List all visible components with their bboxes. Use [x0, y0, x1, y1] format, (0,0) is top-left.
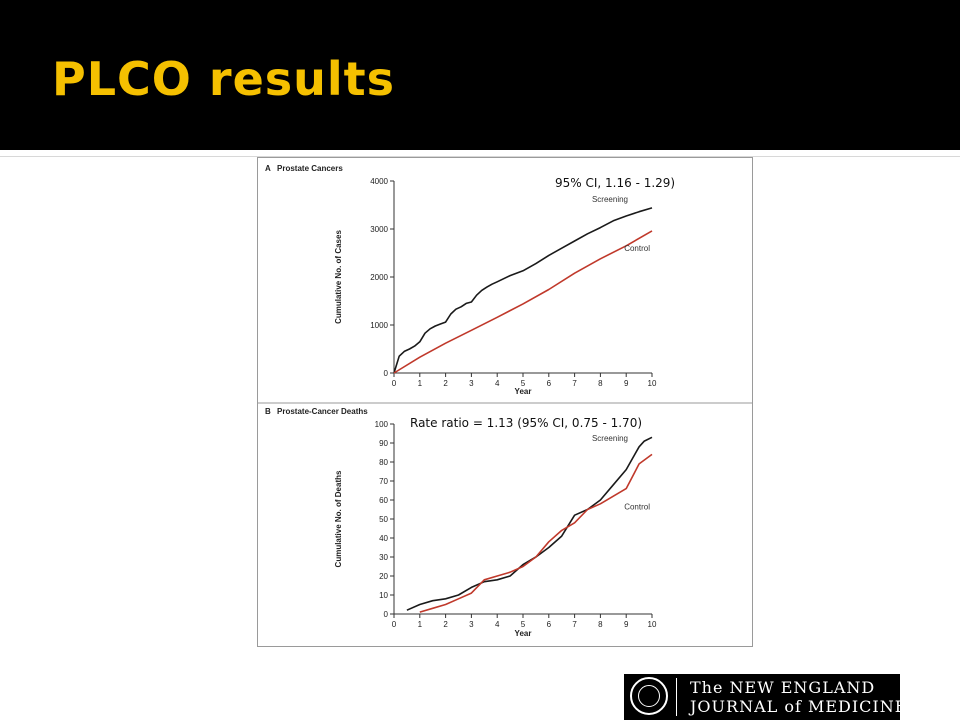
x-tick-label: 4: [495, 620, 500, 629]
x-tick-label: 6: [547, 379, 552, 388]
x-tick-label: 2: [443, 620, 448, 629]
y-tick-label: 100: [375, 420, 389, 429]
x-tick-label: 8: [598, 379, 603, 388]
x-tick-label: 9: [624, 620, 629, 629]
x-tick-label: 9: [624, 379, 629, 388]
x-tick-label: 5: [521, 620, 526, 629]
y-tick-label: 2000: [370, 273, 388, 282]
series-label-control: Control: [624, 244, 650, 253]
y-tick-label: 80: [379, 458, 388, 467]
x-tick-label: 5: [521, 379, 526, 388]
chart-panel-a: A Prostate Cancers 0 1000 2000 3000 4000 0 1 2 3 4 5…: [265, 164, 657, 396]
ci-annotation-a: 95% CI, 1.16 - 1.29): [555, 176, 676, 190]
panel-letter: A: [265, 164, 271, 173]
y-tick-label: 70: [379, 477, 388, 486]
y-tick-label: 10: [379, 591, 388, 600]
series-line-control: [393, 230, 653, 374]
x-tick-label: 3: [469, 379, 474, 388]
x-tick-label: 3: [469, 620, 474, 629]
series-label-screening: Screening: [592, 434, 628, 443]
y-tick-label: 40: [379, 534, 388, 543]
y-tick-label: 90: [379, 439, 388, 448]
x-axis-label: Year: [515, 387, 532, 396]
journal-logo: The NEW ENGLAND JOURNAL of MEDICINE: [624, 674, 906, 720]
y-tick-label: 50: [379, 515, 388, 524]
logo-line-2: JOURNAL of MEDICINE: [690, 697, 908, 716]
y-tick-label: 60: [379, 496, 388, 505]
x-tick-label: 1: [418, 620, 423, 629]
slide-title: PLCO results: [52, 52, 396, 106]
x-tick-label: 10: [648, 620, 657, 629]
series-line-control: [419, 453, 653, 613]
seal-icon: [630, 677, 668, 715]
y-tick-label: 3000: [370, 225, 388, 234]
panel-title: Prostate Cancers: [277, 164, 343, 173]
logo-line-1: The NEW ENGLAND: [690, 678, 876, 697]
figure-panel: A Prostate Cancers 0 1000 2000 3000 4000 0 1 2 3 4 5…: [257, 157, 753, 647]
x-tick-label: 7: [572, 620, 577, 629]
x-tick-label: 0: [392, 620, 397, 629]
y-tick-label: 1000: [370, 321, 388, 330]
title-bar: PLCO results: [0, 0, 960, 150]
x-tick-label: 4: [495, 379, 500, 388]
x-tick-label: 1: [418, 379, 423, 388]
chart-panel-b: B Prostate-Cancer Deaths01020304050607080…: [265, 407, 657, 638]
figure-border: [257, 157, 753, 647]
series-label-control: Control: [624, 503, 650, 512]
panel-letter: B: [265, 407, 271, 416]
x-tick-label: 2: [443, 379, 448, 388]
x-tick-label: 6: [547, 620, 552, 629]
title-divider: [0, 150, 960, 157]
x-tick-label: 8: [598, 620, 603, 629]
y-tick-label: 4000: [370, 177, 388, 186]
x-tick-label: 10: [648, 379, 657, 388]
series-line-screening: [393, 207, 653, 374]
logo-divider: [676, 678, 677, 716]
panel-title: Prostate-Cancer Deaths: [277, 407, 368, 416]
y-axis-label: Cumulative No. of Cases: [334, 230, 343, 324]
x-tick-label: 7: [572, 379, 577, 388]
ci-annotation-b: Rate ratio = 1.13 (95% CI, 0.75 - 1.70): [410, 416, 643, 430]
y-tick-label: 0: [384, 610, 389, 619]
y-tick-label: 20: [379, 572, 388, 581]
y-tick-label: 30: [379, 553, 388, 562]
x-tick-label: 0: [392, 379, 397, 388]
x-axis-label: Year: [515, 629, 532, 638]
y-tick-label: 0: [384, 369, 389, 378]
series-label-screening: Screening: [592, 195, 628, 204]
y-axis-label: Cumulative No. of Deaths: [334, 470, 343, 567]
